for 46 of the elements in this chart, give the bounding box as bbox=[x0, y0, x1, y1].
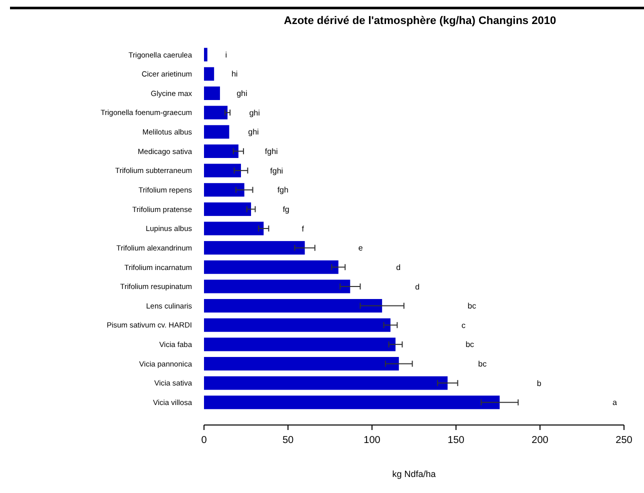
annotation: ghi bbox=[249, 108, 260, 118]
annotation: ghi bbox=[236, 89, 248, 98]
bar bbox=[204, 164, 241, 178]
annotation: b bbox=[536, 378, 542, 388]
bar bbox=[204, 222, 264, 236]
annotation: fghi bbox=[270, 166, 284, 176]
annotation: fg bbox=[282, 204, 290, 214]
bar bbox=[204, 106, 228, 120]
bar bbox=[204, 86, 220, 100]
bar bbox=[204, 260, 338, 274]
bar bbox=[204, 376, 448, 390]
x-tick-label: 150 bbox=[448, 435, 465, 446]
x-tick-label: 100 bbox=[364, 435, 381, 446]
bar bbox=[204, 338, 396, 352]
bar bbox=[204, 202, 252, 216]
annotation: ghi bbox=[248, 128, 260, 137]
annotation: i bbox=[225, 50, 228, 60]
x-axis-title: kg Ndfa/ha bbox=[392, 469, 436, 479]
annotation: hi bbox=[231, 70, 238, 79]
annotation: d bbox=[396, 262, 401, 272]
bar bbox=[204, 318, 390, 332]
bar bbox=[204, 241, 305, 255]
annotation: bc bbox=[466, 340, 474, 350]
annotation: a bbox=[612, 398, 618, 408]
x-tick-label: 0 bbox=[201, 435, 208, 446]
annotation: f bbox=[302, 224, 305, 234]
bar bbox=[204, 48, 208, 62]
annotation: e bbox=[358, 244, 364, 253]
annotation: d bbox=[415, 282, 420, 292]
bar bbox=[204, 144, 238, 158]
chart-title: Azote dérivé de l'atmosphère (kg/ha) Changins 2010 bbox=[284, 15, 556, 27]
bar bbox=[204, 67, 214, 81]
annotation: bc bbox=[478, 360, 487, 369]
annotation: c bbox=[462, 320, 466, 330]
x-tick-label: 200 bbox=[532, 435, 549, 446]
bar bbox=[204, 183, 244, 197]
x-tick-label: 250 bbox=[616, 435, 633, 446]
bar bbox=[204, 356, 399, 370]
x-tick-label: 50 bbox=[282, 435, 294, 446]
bar bbox=[204, 280, 350, 294]
annotation: fgh bbox=[277, 186, 288, 195]
annotation: fghi bbox=[264, 147, 278, 156]
annotation: bc bbox=[468, 302, 476, 311]
bar bbox=[204, 396, 500, 410]
bar bbox=[204, 299, 382, 313]
bar bbox=[204, 125, 230, 139]
